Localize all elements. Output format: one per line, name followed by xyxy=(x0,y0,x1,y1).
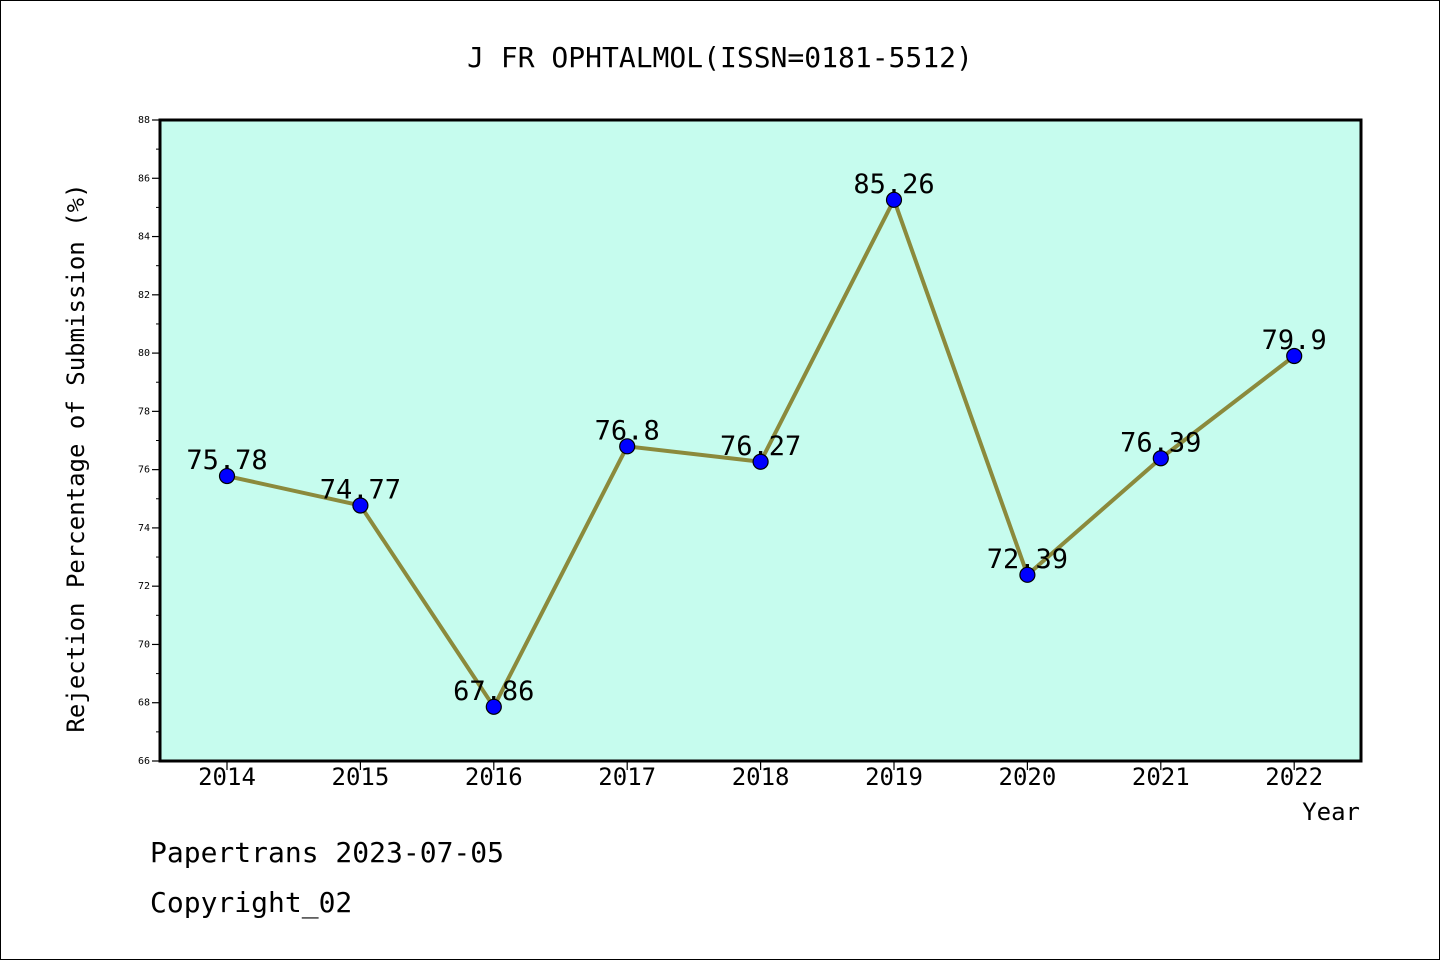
y-tick-label: 82 xyxy=(138,290,150,301)
data-label: 74.77 xyxy=(320,474,401,505)
data-label: 67.86 xyxy=(453,676,534,707)
data-points xyxy=(218,191,1303,715)
x-tick-label: 2014 xyxy=(198,763,256,791)
data-point xyxy=(352,497,369,514)
data-labels: 75.78 74.77 67.86 76.8 76.27 85.26 72.39 76.39 7… xyxy=(186,169,1326,707)
data-label: 79.9 xyxy=(1262,325,1327,356)
y-tick-label: 66 xyxy=(138,756,150,767)
y-tick-label: 84 xyxy=(138,232,150,243)
y-tick-label: 74 xyxy=(138,523,150,534)
y-tick-label: 76 xyxy=(138,465,150,476)
data-label: 76.27 xyxy=(720,431,801,462)
x-tick-label: 2019 xyxy=(865,763,923,791)
data-label: 85.26 xyxy=(853,169,934,200)
y-axis-label: Rejection Percentage of Submission (%) xyxy=(62,183,90,732)
data-point xyxy=(619,438,636,455)
data-point xyxy=(485,698,502,715)
y-tick-label: 72 xyxy=(138,581,150,592)
y-tick-label: 86 xyxy=(138,173,150,184)
plot-area xyxy=(158,118,1363,763)
y-tick-label: 88 xyxy=(138,115,150,126)
y-tick-label: 78 xyxy=(138,406,150,417)
data-label: 76.8 xyxy=(595,415,660,446)
data-point xyxy=(1286,347,1303,365)
y-axis: 66 68 70 72 74 76 78 80 82 84 86 88 xyxy=(138,115,160,767)
y-tick-label: 80 xyxy=(138,348,150,359)
data-label: 72.39 xyxy=(987,544,1068,575)
data-point xyxy=(218,467,236,485)
data-point xyxy=(1019,566,1036,583)
data-point xyxy=(1152,450,1169,467)
x-axis: 2014 2015 2016 2017 2018 2019 2020 2021 2022 xyxy=(198,761,1323,791)
x-tick-label: 2022 xyxy=(1265,763,1323,791)
data-point xyxy=(752,453,769,470)
x-tick-label: 2016 xyxy=(465,763,523,791)
data-label: 75.78 xyxy=(186,445,267,476)
footer-copyright: Copyright_02 xyxy=(150,886,353,919)
data-point xyxy=(885,191,903,208)
x-tick-label: 2018 xyxy=(732,763,790,791)
x-tick-label: 2021 xyxy=(1132,763,1190,791)
data-label: 76.39 xyxy=(1120,427,1201,458)
x-tick-label: 2015 xyxy=(332,763,390,791)
footer-date: Papertrans 2023-07-05 xyxy=(150,836,505,869)
y-tick-label: 70 xyxy=(138,639,150,650)
x-tick-label: 2020 xyxy=(999,763,1057,791)
y-tick-label: 68 xyxy=(138,698,150,709)
x-axis-label: Year xyxy=(1302,798,1360,826)
x-tick-label: 2017 xyxy=(598,763,656,791)
chart-title: J FR OPHTALMOL(ISSN=0181-5512) xyxy=(467,41,973,74)
